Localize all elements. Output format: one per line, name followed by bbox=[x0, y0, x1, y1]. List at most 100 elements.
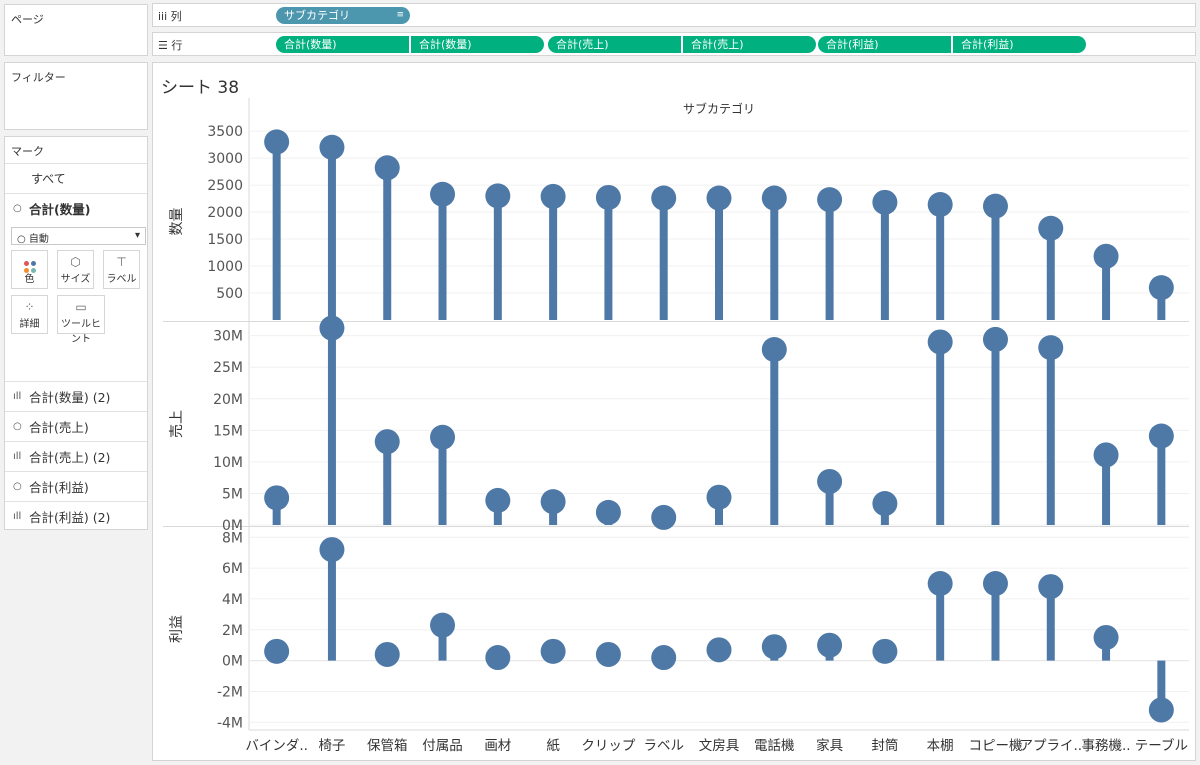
lollipop-chart: サブカテゴリ 500 1000 1500 2000 2500 3000 3500 数量 0M 5M… bbox=[163, 98, 1189, 754]
row-pill-sales[interactable]: 合計(売上) bbox=[548, 36, 681, 53]
lollipop-dot bbox=[761, 337, 787, 363]
y-axis-title: 売上 bbox=[169, 410, 185, 438]
lollipop-dot bbox=[1093, 243, 1119, 269]
row-pill-profit-2[interactable]: 合計(利益) bbox=[953, 36, 1086, 53]
lollipop-dot bbox=[1093, 624, 1119, 650]
marks-tab-active[interactable]: ○ 合計(数量) bbox=[5, 193, 147, 223]
rows-shelf-label: ☰ 行 bbox=[158, 39, 183, 52]
marks-layer-quantity-2[interactable]: ıll 合計(数量) (2) bbox=[5, 381, 147, 411]
y-tick-label: 4M bbox=[222, 592, 243, 608]
x-tick-label: 本棚 bbox=[927, 738, 954, 754]
lollipop-dot bbox=[1038, 215, 1064, 241]
rows-icon: ☰ bbox=[158, 39, 168, 52]
row-pill-label: 合計(利益) bbox=[826, 38, 879, 51]
marks-layer-label: 合計(売上) bbox=[29, 420, 89, 435]
chevron-down-icon: ▾ bbox=[134, 230, 140, 241]
lollipop-dot bbox=[1148, 423, 1174, 449]
filters-card[interactable]: フィルター bbox=[4, 62, 148, 130]
x-tick-label: アプライ.. bbox=[1019, 738, 1082, 754]
lollipop-dot bbox=[817, 187, 843, 213]
y-axis-title: 利益 bbox=[169, 615, 185, 643]
lollipop-stem bbox=[880, 202, 889, 320]
marks-layer-label: 合計(数量) (2) bbox=[29, 390, 111, 405]
x-tick-label: 画材 bbox=[484, 738, 511, 754]
y-tick-label: 0M bbox=[222, 654, 243, 670]
worksheet: シート 38 サブカテゴリ 500 1000 1500 2000 2500 3000 350… bbox=[152, 62, 1196, 761]
y-tick-label: 25M bbox=[213, 360, 243, 376]
lollipop-stem bbox=[327, 328, 336, 525]
row-pill-quantity[interactable]: 合計(数量) bbox=[276, 36, 409, 53]
marks-layer-label: 合計(利益) (2) bbox=[29, 510, 111, 525]
tooltip-card[interactable]: ▭ ツールヒント bbox=[57, 295, 105, 345]
color-card[interactable]: 色 bbox=[11, 250, 48, 289]
lollipop-stem bbox=[604, 197, 613, 320]
column-header: サブカテゴリ bbox=[683, 101, 755, 116]
row-pill-label: 合計(利益) bbox=[961, 38, 1014, 51]
row-pill-label: 合計(売上) bbox=[691, 38, 744, 51]
lollipop-stem bbox=[991, 206, 1000, 320]
marks-layer-sales[interactable]: ○ 合計(売上) bbox=[5, 411, 147, 441]
y-tick-label: 2500 bbox=[207, 178, 243, 194]
detail-card[interactable]: ⁘ 詳細 bbox=[11, 295, 48, 334]
columns-shelf[interactable]: iii 列 サブカテゴリ ≡ bbox=[152, 3, 1196, 27]
lollipop-dot bbox=[485, 183, 511, 209]
lollipop-dot bbox=[927, 329, 953, 355]
lollipop-stem bbox=[272, 141, 281, 320]
marks-layer-profit-2[interactable]: ıll 合計(利益) (2) bbox=[5, 501, 147, 531]
row-pill-sales-2[interactable]: 合計(売上) bbox=[683, 36, 816, 53]
lollipop-stem bbox=[327, 147, 336, 320]
lollipop-dot bbox=[1038, 574, 1064, 600]
row-pill-quantity-2[interactable]: 合計(数量) bbox=[411, 36, 544, 53]
lollipop-dot bbox=[761, 185, 787, 211]
size-card[interactable]: ⬡ サイズ bbox=[57, 250, 94, 289]
y-tick-label: 30M bbox=[213, 329, 243, 345]
y-tick-label: 8M bbox=[222, 530, 243, 546]
lollipop-dot bbox=[540, 489, 566, 515]
label-icon: ⊤ bbox=[116, 255, 127, 269]
y-tick-label: 0M bbox=[222, 518, 243, 534]
lollipop-dot bbox=[982, 571, 1008, 597]
color-card-label: 色 bbox=[24, 274, 35, 285]
marks-card: マーク すべて ○ 合計(数量) ○ 自動 ▾ 色 ⬡ サイズ ⊤ bbox=[4, 136, 148, 530]
lollipop-dot bbox=[1093, 442, 1119, 468]
sheet-title[interactable]: シート 38 bbox=[161, 78, 240, 98]
lollipop-stem bbox=[936, 583, 945, 661]
lollipop-dot bbox=[927, 571, 953, 597]
pages-card[interactable]: ページ bbox=[4, 4, 148, 56]
lollipop-dot bbox=[817, 632, 843, 658]
label-card[interactable]: ⊤ ラベル bbox=[103, 250, 140, 289]
row-pill-profit[interactable]: 合計(利益) bbox=[818, 36, 951, 53]
column-pill-subcategory[interactable]: サブカテゴリ ≡ bbox=[276, 7, 410, 24]
lollipop-stem bbox=[659, 198, 668, 320]
marks-layer-sales-2[interactable]: ıll 合計(売上) (2) bbox=[5, 441, 147, 471]
y-tick-label: 3000 bbox=[207, 151, 243, 167]
marks-layer-profit[interactable]: ○ 合計(利益) bbox=[5, 471, 147, 501]
marks-layer-list: ıll 合計(数量) (2) ○ 合計(売上) ıll 合計(売上) (2) ○… bbox=[5, 381, 147, 531]
x-tick-label: 付属品 bbox=[422, 738, 463, 754]
y-tick-label: 2M bbox=[222, 623, 243, 639]
lollipop-dot bbox=[595, 184, 621, 210]
lollipop-dot bbox=[872, 491, 898, 517]
marks-title: マーク bbox=[11, 145, 44, 158]
lollipop-dot bbox=[264, 638, 290, 664]
pages-title: ページ bbox=[11, 13, 44, 26]
x-tick-label: 事務機.. bbox=[1082, 738, 1131, 754]
rows-shelf[interactable]: ☰ 行 合計(数量) 合計(数量) 合計(売上) 合計(売上) 合計(利益) 合… bbox=[152, 32, 1196, 56]
label-card-label: ラベル bbox=[106, 274, 137, 285]
y-tick-label: -2M bbox=[217, 684, 243, 700]
bar-icon: ıll bbox=[13, 511, 22, 522]
lollipop-dot bbox=[595, 641, 621, 667]
circle-icon: ○ bbox=[13, 481, 22, 492]
lollipop-dot bbox=[264, 129, 290, 155]
lollipop-dot bbox=[595, 499, 621, 525]
marks-tab-all[interactable]: すべて bbox=[5, 163, 147, 193]
mark-type-dropdown[interactable]: ○ 自動 ▾ bbox=[11, 227, 146, 245]
y-tick-label: 5M bbox=[222, 486, 243, 502]
marks-tab-all-label: すべて bbox=[31, 172, 66, 186]
lollipop-stem bbox=[715, 497, 723, 525]
x-tick-label: ラベル bbox=[643, 738, 684, 754]
pane-2: -4M -2M 0M 2M 4M 6M 8M 利益 bbox=[169, 530, 1189, 731]
size-card-label: サイズ bbox=[60, 274, 91, 285]
circle-icon: ○ bbox=[13, 203, 22, 214]
lollipop-stem bbox=[991, 339, 1000, 525]
